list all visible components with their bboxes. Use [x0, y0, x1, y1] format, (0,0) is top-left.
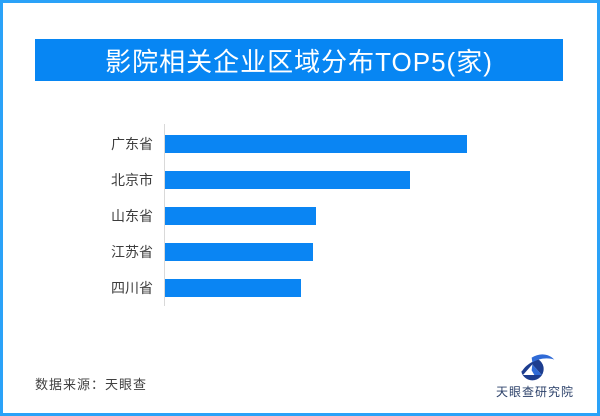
bar-track — [165, 207, 597, 225]
bar — [165, 243, 313, 261]
logo: 天眼查研究院 — [487, 352, 583, 400]
category-label: 山东省 — [111, 208, 153, 224]
category-label: 江苏省 — [111, 244, 153, 260]
bar — [165, 279, 301, 297]
data-source-label: 数据来源：天眼查 — [35, 377, 148, 392]
bar-track — [165, 171, 597, 189]
category-label: 四川省 — [111, 280, 153, 296]
bar — [165, 171, 410, 189]
bar-row: 北京市 — [3, 162, 597, 198]
chart-title-banner: 影院相关企业区域分布TOP5(家) — [35, 39, 563, 81]
bar-track — [165, 279, 597, 297]
y-axis-line — [164, 124, 165, 306]
logo-text: 天眼查研究院 — [495, 385, 574, 399]
bar — [165, 207, 316, 225]
bar-row: 四川省 — [3, 270, 597, 306]
category-label: 北京市 — [111, 172, 153, 188]
bar — [165, 135, 467, 153]
bar-track — [165, 243, 597, 261]
bar-track — [165, 135, 597, 153]
tianyancha-logo-icon — [518, 354, 555, 381]
chart-title: 影院相关企业区域分布TOP5(家) — [105, 46, 493, 77]
category-label: 广东省 — [111, 136, 153, 152]
bar-row: 广东省 — [3, 126, 597, 162]
bar-row: 山东省 — [3, 198, 597, 234]
plot-rows: 广东省北京市山东省江苏省四川省 — [3, 126, 597, 306]
bar-row: 江苏省 — [3, 234, 597, 270]
